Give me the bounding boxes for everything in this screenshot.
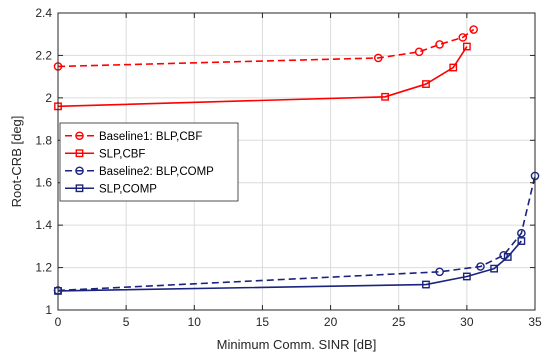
legend: Baseline1: BLP,CBF SLP,CBF Baseline2: BLP,… (59, 122, 239, 202)
x-tick-label: 20 (324, 315, 338, 329)
data-point (503, 253, 512, 261)
series-line (57, 175, 536, 292)
y-tick-label: 1.8 (35, 133, 52, 147)
y-axis-label: Root-CRB [deg] (9, 116, 24, 208)
y-tick-label: 2 (45, 91, 52, 105)
legend-label: SLP,CBF (99, 148, 145, 160)
legend-entry: SLP,CBF (65, 148, 145, 160)
data-point (458, 33, 468, 42)
legend-entry: Baseline2: BLP,COMP (65, 166, 214, 178)
x-tick-label: 25 (392, 315, 406, 329)
legend-label: SLP,COMP (99, 183, 157, 195)
x-tick-label: 0 (55, 315, 62, 329)
axes-box (57, 12, 536, 311)
data-point (422, 280, 430, 289)
y-tick-label: 1 (45, 303, 52, 317)
data-point (469, 25, 478, 34)
x-tick-label: 10 (188, 315, 202, 329)
data-point (462, 42, 471, 51)
ticks: 0 5 10 15 20 25 30 35 1 1.2 1.4 1.6 1.8 2 2.2 2.4 (35, 6, 542, 329)
data-point (435, 40, 444, 49)
series-line (57, 28, 475, 68)
x-tick-label: 30 (460, 315, 474, 329)
data-point (490, 264, 499, 273)
data-point (414, 47, 424, 57)
legend-entry: Baseline1: BLP,CBF (65, 131, 202, 143)
data-point (499, 250, 508, 260)
data-point (449, 63, 458, 72)
legend-label: Baseline2: BLP,COMP (99, 166, 214, 178)
data-point (373, 53, 383, 63)
data-point (476, 262, 485, 271)
legend-marker (75, 166, 84, 176)
x-tick-label: 15 (256, 315, 270, 329)
legend-marker (75, 131, 84, 141)
x-axis-label: Minimum Comm. SINR [dB] (217, 337, 377, 352)
data-point (517, 237, 526, 245)
y-tick-label: 2.4 (35, 6, 52, 20)
data-point (462, 272, 471, 281)
legend-label: Baseline1: BLP,CBF (99, 131, 202, 143)
series-1 (53, 25, 478, 71)
x-tick-label: 35 (528, 315, 542, 329)
data-point (381, 92, 389, 101)
data-point (517, 228, 526, 238)
y-tick-label: 1.6 (35, 176, 52, 190)
legend-marker (75, 184, 84, 193)
data-point (435, 267, 444, 277)
y-tick-label: 1.2 (35, 261, 52, 275)
x-tick-label: 5 (123, 315, 130, 329)
y-tick-label: 1.4 (35, 218, 52, 232)
series-4 (54, 237, 526, 295)
legend-entry: SLP,COMP (65, 183, 157, 195)
data-point (422, 80, 430, 88)
y-tick-label: 2.2 (35, 48, 52, 62)
legend-marker (75, 149, 84, 158)
series-layer (53, 25, 540, 295)
series-line (57, 46, 468, 108)
